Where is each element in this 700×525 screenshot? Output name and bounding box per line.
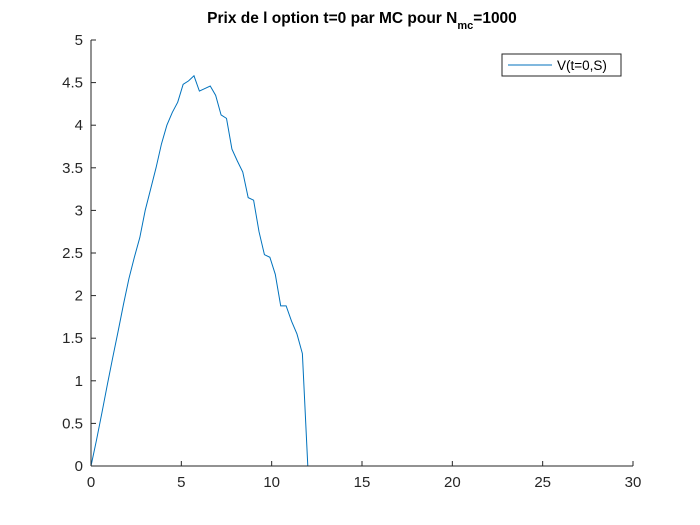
x-tick-label: 0	[87, 474, 95, 491]
chart-title-suffix: =1000	[473, 10, 517, 27]
x-tick-label: 20	[444, 474, 461, 491]
y-tick-label: 4	[75, 117, 83, 134]
y-tick-label: 5	[75, 32, 83, 49]
x-tick-label: 10	[263, 474, 280, 491]
chart-title-main: Prix de l option t=0 par MC pour N	[207, 10, 457, 27]
y-tick-label: 2.5	[62, 245, 83, 262]
chart-title: Prix de l option t=0 par MC pour Nmc=100…	[207, 10, 517, 32]
x-tick-label: 15	[354, 474, 371, 491]
series-line	[90, 74, 633, 467]
y-tick-label: 4.5	[62, 75, 83, 92]
y-tick-label: 1.5	[62, 330, 83, 347]
x-tick-label: 25	[534, 474, 551, 491]
x-tick-label: 5	[177, 474, 185, 491]
y-tick-label: 3.5	[62, 160, 83, 177]
y-ticks: 0 0.5 1 1.5 2 2.5 3 3.5 4 4.5 5	[62, 32, 96, 475]
x-ticks: 0 5 10 15 20 25 30	[87, 461, 642, 491]
y-tick-label: 0	[75, 458, 83, 475]
legend-label: V(t=0,S)	[557, 58, 607, 73]
y-tick-label: 0.5	[62, 415, 83, 432]
y-tick-label: 3	[75, 202, 83, 219]
chart-title-subscript: mc	[457, 20, 473, 32]
plot-area: 0 5 10 15 20 25 30 0 0.5 1 1.5 2 2.5 3 3.5 4 4.5 5	[62, 32, 641, 491]
legend-box	[501, 53, 622, 77]
data-layer	[90, 74, 633, 467]
axes-frame	[91, 40, 633, 466]
x-tick-label: 30	[625, 474, 642, 491]
legend: V(t=0,S)	[501, 53, 622, 77]
y-tick-label: 1	[75, 373, 83, 390]
y-tick-label: 2	[75, 288, 83, 305]
